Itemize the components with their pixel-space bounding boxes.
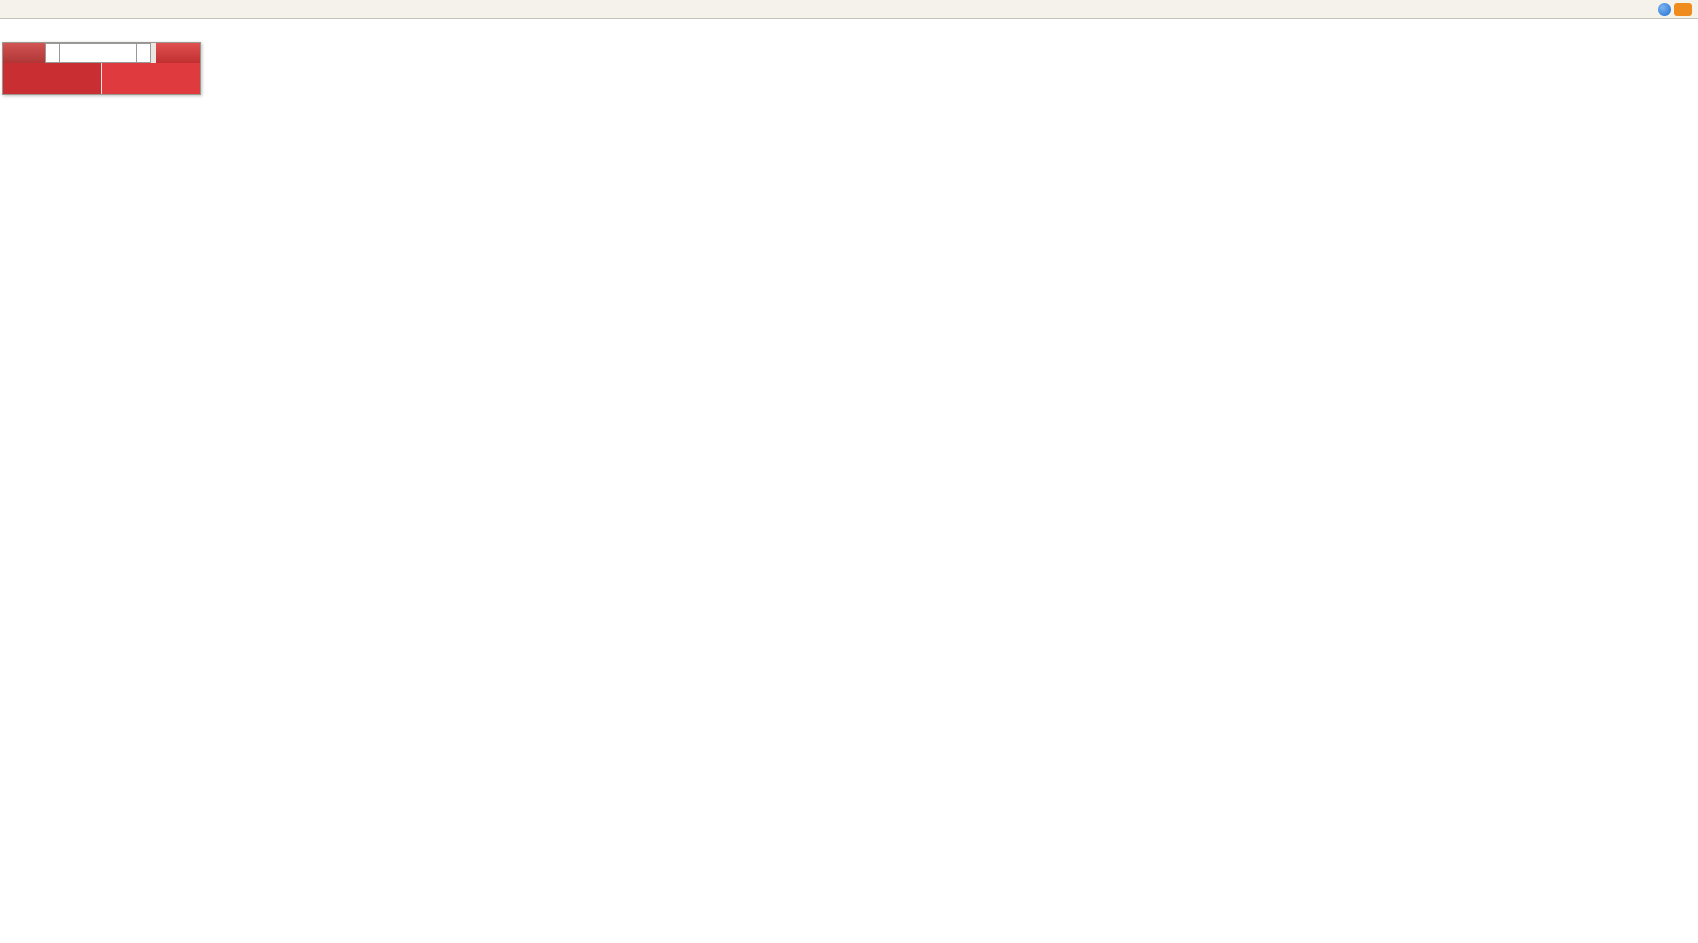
- sell-price[interactable]: [3, 63, 101, 94]
- buy-button[interactable]: [156, 43, 200, 63]
- search-icon[interactable]: [1658, 2, 1671, 16]
- macd-indicator-label: [5, 540, 17, 552]
- buy-price[interactable]: [102, 63, 200, 94]
- sell-button[interactable]: [3, 43, 45, 63]
- volume-dropdown-icon[interactable]: [45, 43, 60, 63]
- rsi-indicator-label: [5, 696, 11, 708]
- one-click-trading-panel: [2, 42, 201, 95]
- volume-input[interactable]: [60, 43, 137, 63]
- volume-stepper[interactable]: [137, 43, 151, 63]
- toolbar-right: [1658, 2, 1696, 16]
- trade-panel-controls: [3, 43, 200, 63]
- trade-panel-prices: [3, 63, 200, 94]
- volume-down-icon[interactable]: [137, 53, 150, 62]
- volume-up-icon[interactable]: [137, 44, 150, 53]
- main-toolbar: [0, 0, 1698, 19]
- notifications-badge[interactable]: [1674, 2, 1692, 16]
